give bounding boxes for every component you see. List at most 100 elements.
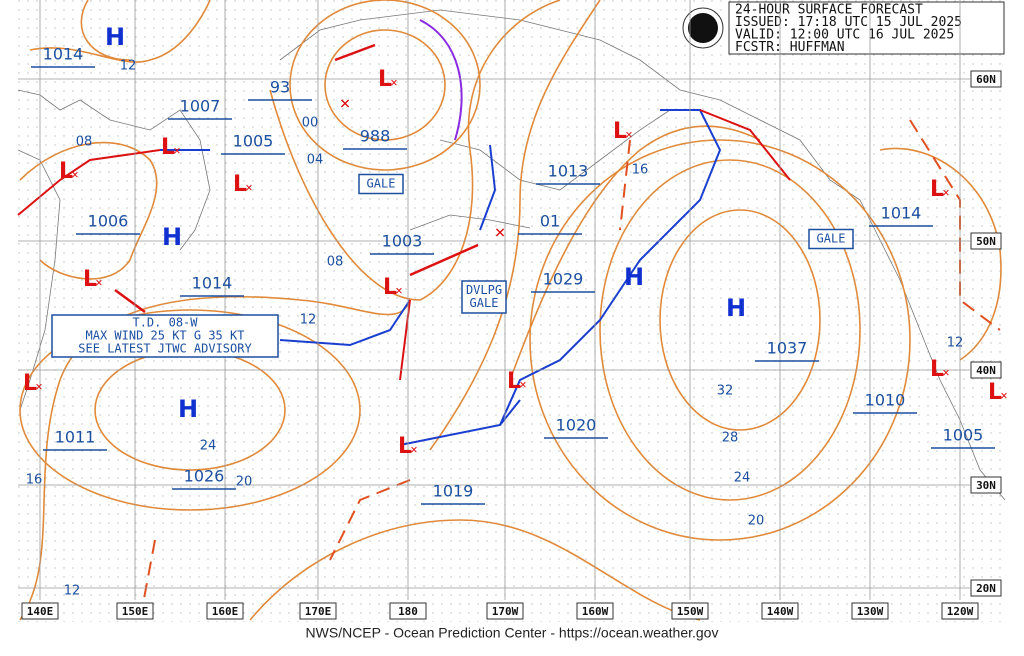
low-marker: ×	[942, 366, 949, 380]
pressure-label: 1011	[55, 428, 96, 447]
lon-label-box	[486, 602, 524, 620]
contour-label: 08	[76, 135, 93, 150]
lon-label-box	[389, 602, 427, 620]
low-marker: ×	[173, 144, 180, 158]
lon-label-box	[21, 602, 59, 620]
contour-label: 12	[947, 336, 964, 351]
gale-box	[808, 228, 854, 250]
low-center: L	[613, 119, 627, 144]
contour-label: 20	[748, 514, 765, 529]
low-center: L	[378, 67, 392, 92]
lat-label: 30N	[976, 479, 996, 492]
gale-label: GALE	[367, 177, 396, 191]
low-marker: ×	[1000, 389, 1007, 403]
low-marker: ×	[245, 181, 252, 195]
high-center: H	[178, 395, 198, 423]
header-box	[728, 1, 1005, 55]
lon-label: 130W	[857, 605, 884, 618]
pressure-label: 988	[360, 127, 391, 146]
contour-label: 28	[722, 431, 739, 446]
low-center: L	[83, 267, 97, 292]
fronts	[17, 19, 1001, 621]
pressure-label: 1029	[543, 270, 584, 289]
contour-label: 16	[632, 163, 649, 178]
contour-label: 24	[734, 471, 751, 486]
lon-label-box	[941, 602, 979, 620]
low-marker: ×	[95, 276, 102, 290]
pressure-label: 1013	[548, 162, 589, 181]
lat-label-box	[970, 476, 1002, 494]
lon-label: 160E	[212, 605, 239, 618]
low-marker: ×	[395, 284, 402, 298]
lat-label-box	[970, 232, 1002, 250]
pressure-label: 1010	[865, 391, 906, 410]
pressure-label: 1005	[943, 426, 984, 445]
low-center: L	[23, 371, 37, 396]
lon-label: 150W	[677, 605, 704, 618]
lon-label-box	[851, 602, 889, 620]
pressure-label: 01	[540, 212, 560, 231]
low-center: L	[930, 357, 944, 382]
lat-label: 50N	[976, 235, 996, 248]
gale-box	[358, 173, 404, 195]
header-line: 24-HOUR SURFACE FORECAST	[735, 3, 923, 18]
low-center: L	[383, 275, 397, 300]
contour-label: 04	[307, 153, 324, 168]
advisory-line: T.D. 08-W	[132, 316, 198, 330]
contour-label: 32	[717, 384, 734, 399]
lon-label: 120W	[947, 605, 974, 618]
lon-label-box	[299, 602, 337, 620]
low-marker: ×	[942, 186, 949, 200]
lat-label-box	[970, 361, 1002, 379]
footer: NWS/NCEP - Ocean Prediction Center - htt…	[306, 625, 719, 641]
low-marker: ×	[390, 76, 397, 90]
lon-label-box	[671, 602, 709, 620]
high-center: H	[726, 294, 746, 322]
pressure-label: 1007	[180, 97, 221, 116]
lon-label: 150E	[122, 605, 149, 618]
pressure-label: 1006	[88, 212, 129, 231]
low-marker: ×	[71, 168, 78, 182]
pressure-label: 1020	[556, 416, 597, 435]
ocean	[18, 0, 1005, 622]
gale-label: GALE	[817, 232, 846, 246]
low-center: L	[930, 177, 944, 202]
lat-label: 20N	[976, 582, 996, 595]
header-line: FCSTR: HUFFMAN	[735, 40, 845, 55]
lon-label: 140E	[27, 605, 54, 618]
low-position-marker: ×	[340, 93, 351, 114]
contour-label: 12	[120, 59, 137, 74]
low-center: L	[233, 172, 247, 197]
pressure-label: 1005	[233, 132, 274, 151]
header-line: ISSUED: 17:18 UTC 15 JUL 2025	[735, 15, 962, 30]
lat-label: 40N	[976, 364, 996, 377]
advisory-line: SEE LATEST JTWC ADVISORY	[78, 342, 252, 356]
contour-label: 08	[327, 255, 344, 270]
pressure-label: 1003	[382, 232, 423, 251]
low-marker: ×	[519, 378, 526, 392]
advisory-line: MAX WIND 25 KT G 35 KT	[86, 329, 245, 343]
low-center: L	[59, 159, 73, 184]
lon-label: 140W	[767, 605, 794, 618]
pressure-label: 1037	[767, 339, 808, 358]
high-center: H	[105, 23, 125, 51]
lat-label-box	[970, 579, 1002, 597]
noaa-logo	[682, 7, 724, 49]
lon-label: 180	[398, 605, 418, 618]
pressure-label: 93	[270, 78, 290, 97]
contour-label: 00	[302, 116, 319, 131]
lat-label-box	[970, 70, 1002, 88]
wind-arrows	[114, 43, 479, 314]
low-position-marker: ×	[495, 222, 506, 243]
low-marker: ×	[625, 128, 632, 142]
pressure-label: 1026	[184, 467, 225, 486]
lon-label: 160W	[582, 605, 609, 618]
contour-label: 12	[300, 313, 317, 328]
gale-label: GALE	[470, 296, 499, 310]
contour-label: 24	[200, 439, 217, 454]
low-center: L	[507, 369, 521, 394]
contour-label: 16	[26, 473, 43, 488]
gale-label: DVLPG	[466, 283, 502, 297]
